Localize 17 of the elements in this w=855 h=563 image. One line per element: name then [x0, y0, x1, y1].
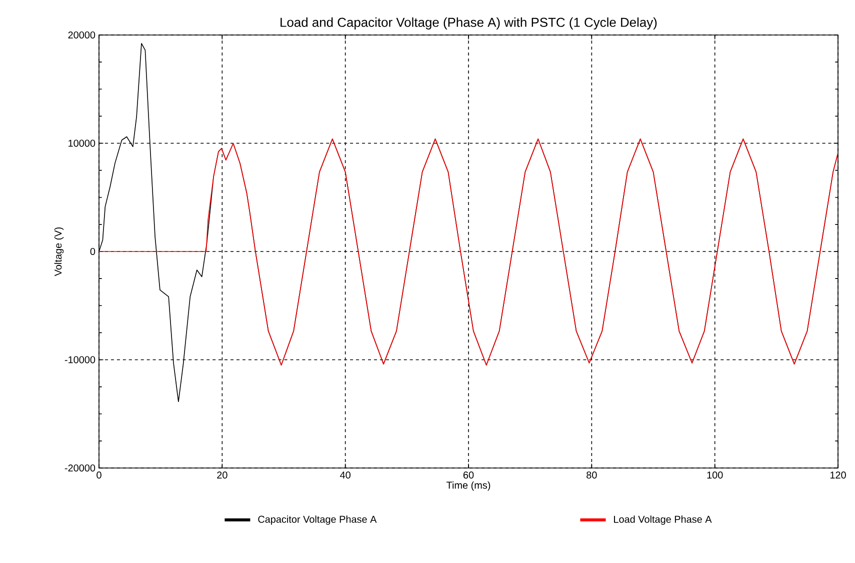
- y-tick-label: 10000: [68, 140, 96, 147]
- x-tick-label: 100: [707, 472, 723, 479]
- x-tick-label: 20: [217, 472, 228, 479]
- x-tick-label: 40: [340, 472, 350, 479]
- x-tick-label: 0: [96, 472, 102, 479]
- chart-title: Load and Capacitor Voltage (Phase A) with PSTC (1 Cycle Delay): [280, 17, 657, 30]
- x-tick-label: 80: [586, 472, 597, 479]
- y-tick-label: -10000: [64, 356, 96, 364]
- legend-label: Capacitor Voltage Phase A: [258, 515, 377, 525]
- y-tick-label: -20000: [64, 464, 96, 472]
- y-tick-label: 20000: [68, 31, 96, 39]
- x-tick-label: 120: [830, 472, 846, 479]
- y-axis-title: Voltage (V): [54, 227, 64, 276]
- legend-label: Load Voltage Phase A: [614, 515, 712, 525]
- y-tick-label: 0: [90, 248, 96, 256]
- x-tick-label: 60: [463, 472, 474, 479]
- x-axis-title: Time (ms): [446, 481, 490, 491]
